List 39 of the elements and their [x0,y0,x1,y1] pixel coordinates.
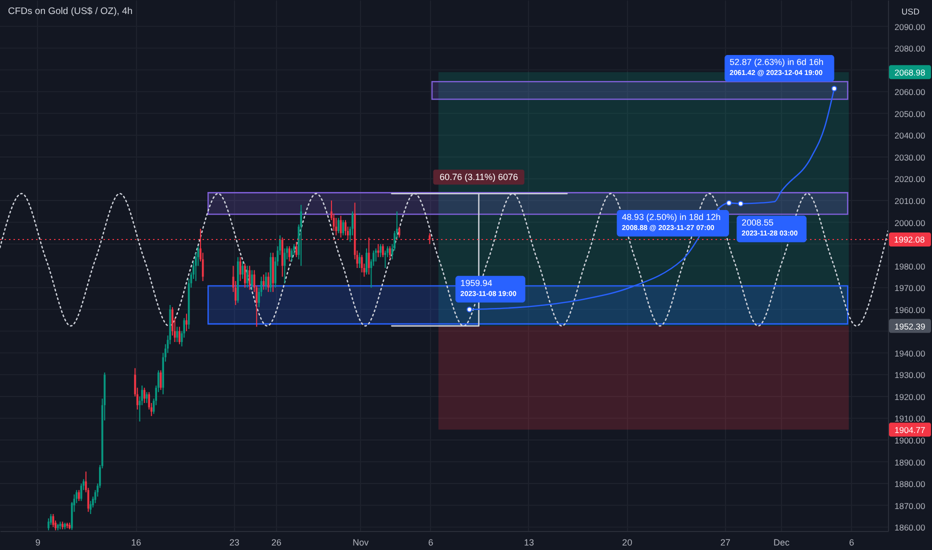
x-tick-label: 27 [720,538,730,548]
x-tick-label: 9 [35,538,40,548]
x-tick-label: 26 [271,538,282,548]
x-tick-label: Nov [352,538,370,548]
x-tick-label: 20 [622,538,632,548]
y-tick-label: 1980.00 [894,261,926,272]
y-tick-label: 2068.98 [894,68,926,78]
x-tick-label: 6 [428,538,434,548]
x-tick-label: 13 [524,538,534,548]
y-tick-label: 1910.00 [894,414,926,424]
y-tick-label: 1904.77 [894,425,926,436]
x-tick-label: 23 [229,538,240,548]
y-tick-label: 1920.00 [894,392,926,402]
ref-line-label: 1992.08 [894,234,925,245]
x-tick-label: 6 [849,538,854,548]
x-tick-label: Dec [774,538,790,548]
y-tick-label: 1880.00 [894,479,926,490]
y-tick-label: 2060.00 [894,87,926,98]
y-tick-label: 1900.00 [894,435,926,446]
y-axis-title: USD [902,6,920,16]
text: CFDs on Gold (US$ / OZ), 4h [8,6,133,17]
y-tick-label: 2050.00 [894,108,926,119]
y-tick-label: 2040.00 [894,130,926,141]
y-tick-label: 2000.00 [894,218,926,228]
y-tick-label: 2030.00 [894,152,926,162]
y-tick-label: 1860.00 [894,522,926,533]
y-tick-label: 1940.00 [894,348,926,358]
y-tick-label: 1930.00 [894,370,926,380]
y-tick-label: 1870.00 [894,500,926,511]
x-tick-label: 16 [131,538,142,548]
y-tick-label: 1960.00 [894,304,926,315]
annotation: 60.76 (3.11%) 6076 [440,172,518,182]
y-tick-label: 2020.00 [894,174,926,184]
y-tick-label: 1890.00 [894,457,926,468]
y-tick-label: 2010.00 [894,196,926,206]
y-tick-label: 2080.00 [894,44,926,54]
y-tick-label: 2090.00 [894,22,926,32]
y-tick-label: 1952.39 [894,321,926,332]
y-tick-label: 1970.00 [894,283,926,294]
